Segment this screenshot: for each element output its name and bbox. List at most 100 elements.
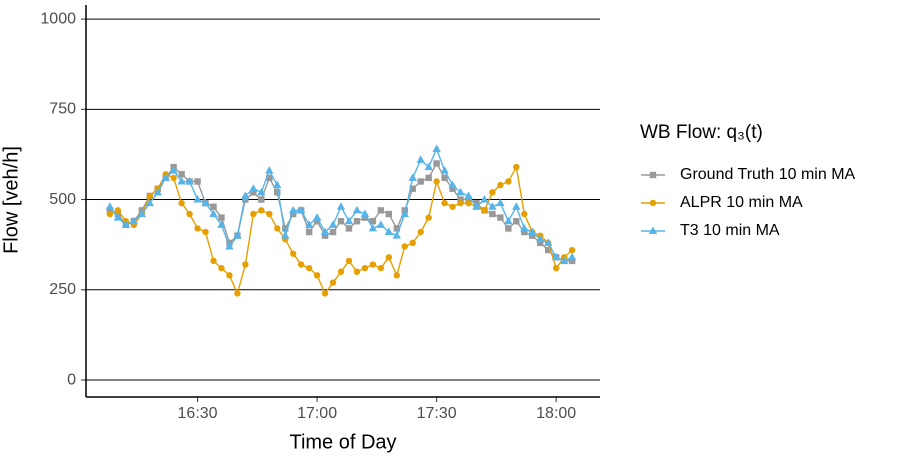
data-point bbox=[408, 173, 417, 181]
data-point bbox=[448, 180, 457, 189]
data-point bbox=[304, 220, 314, 228]
data-point bbox=[194, 225, 201, 232]
series bbox=[105, 144, 577, 264]
data-point bbox=[329, 279, 337, 286]
y-tick-label: 0 bbox=[67, 371, 76, 388]
data-point bbox=[417, 228, 424, 236]
data-point bbox=[481, 207, 488, 214]
data-point bbox=[320, 227, 330, 236]
data-point bbox=[106, 210, 114, 218]
data-point bbox=[432, 144, 441, 153]
data-point bbox=[266, 174, 273, 182]
data-point bbox=[568, 246, 576, 254]
data-point bbox=[217, 220, 226, 228]
legend-marker bbox=[649, 199, 657, 207]
data-point bbox=[170, 174, 177, 182]
data-point bbox=[178, 199, 185, 207]
data-point bbox=[416, 155, 425, 163]
data-point bbox=[505, 225, 512, 232]
data-point bbox=[137, 209, 146, 217]
data-point bbox=[353, 268, 361, 275]
legend-marker bbox=[648, 226, 658, 234]
data-point bbox=[194, 178, 201, 185]
data-point bbox=[337, 268, 345, 275]
legend-label: ALPR 10 min MA bbox=[680, 194, 803, 211]
data-point bbox=[425, 214, 432, 221]
data-point bbox=[289, 210, 297, 218]
data-point bbox=[400, 209, 409, 217]
x-axis-title: Time of Day bbox=[289, 431, 396, 453]
data-point bbox=[296, 205, 306, 214]
data-point bbox=[465, 196, 472, 203]
data-point bbox=[544, 238, 553, 246]
data-point bbox=[409, 239, 416, 247]
data-point bbox=[312, 213, 322, 221]
data-point bbox=[377, 264, 385, 272]
legend-marker bbox=[649, 171, 657, 179]
data-point bbox=[425, 174, 432, 182]
data-point bbox=[441, 199, 448, 207]
data-point bbox=[551, 252, 561, 261]
data-point bbox=[273, 180, 282, 189]
data-point bbox=[328, 220, 338, 228]
data-point bbox=[385, 254, 393, 261]
data-point bbox=[178, 171, 185, 178]
data-point bbox=[377, 207, 385, 214]
data-point bbox=[218, 264, 225, 272]
data-point bbox=[281, 231, 290, 239]
data-point bbox=[250, 189, 257, 196]
data-point bbox=[529, 232, 536, 239]
data-point bbox=[225, 241, 234, 250]
data-point bbox=[329, 228, 337, 236]
data-point bbox=[520, 223, 529, 232]
data-point bbox=[305, 228, 313, 236]
data-point bbox=[226, 272, 233, 279]
data-point bbox=[352, 205, 362, 214]
data-point bbox=[153, 187, 162, 196]
x-tick-label: 18:00 bbox=[536, 405, 576, 422]
data-point bbox=[202, 228, 209, 236]
data-point bbox=[513, 218, 520, 225]
data-point bbox=[528, 227, 537, 236]
data-point bbox=[441, 174, 448, 182]
data-point bbox=[393, 272, 400, 279]
y-tick-label: 500 bbox=[49, 191, 76, 208]
data-point bbox=[345, 257, 353, 265]
data-point bbox=[337, 218, 345, 225]
data-point bbox=[265, 166, 274, 174]
data-point bbox=[113, 213, 123, 221]
data-point bbox=[177, 177, 186, 185]
data-point bbox=[552, 264, 560, 272]
data-point bbox=[257, 187, 266, 196]
data-point bbox=[106, 207, 114, 214]
data-point bbox=[521, 228, 528, 236]
data-point bbox=[384, 227, 394, 236]
data-point bbox=[433, 178, 440, 185]
x-tick-label: 17:00 bbox=[297, 405, 337, 422]
data-point bbox=[392, 231, 401, 239]
data-point bbox=[449, 185, 456, 192]
data-point bbox=[496, 198, 505, 207]
data-point bbox=[313, 218, 321, 225]
data-point bbox=[242, 261, 249, 268]
data-point bbox=[274, 189, 281, 196]
data-point bbox=[497, 181, 504, 189]
data-point bbox=[465, 199, 472, 207]
data-point bbox=[321, 290, 329, 297]
data-point bbox=[186, 210, 193, 218]
data-point bbox=[456, 187, 465, 196]
data-point bbox=[497, 214, 504, 221]
y-tick-label: 250 bbox=[49, 281, 76, 298]
data-point bbox=[545, 246, 552, 254]
data-point bbox=[210, 203, 217, 210]
data-point bbox=[288, 205, 298, 214]
data-point bbox=[353, 218, 361, 225]
data-point bbox=[393, 225, 400, 232]
data-point bbox=[218, 214, 225, 221]
data-point bbox=[289, 250, 297, 257]
data-point bbox=[433, 160, 440, 167]
data-point bbox=[297, 261, 305, 268]
data-point bbox=[145, 198, 154, 207]
data-point bbox=[512, 202, 521, 210]
data-point bbox=[567, 252, 577, 261]
